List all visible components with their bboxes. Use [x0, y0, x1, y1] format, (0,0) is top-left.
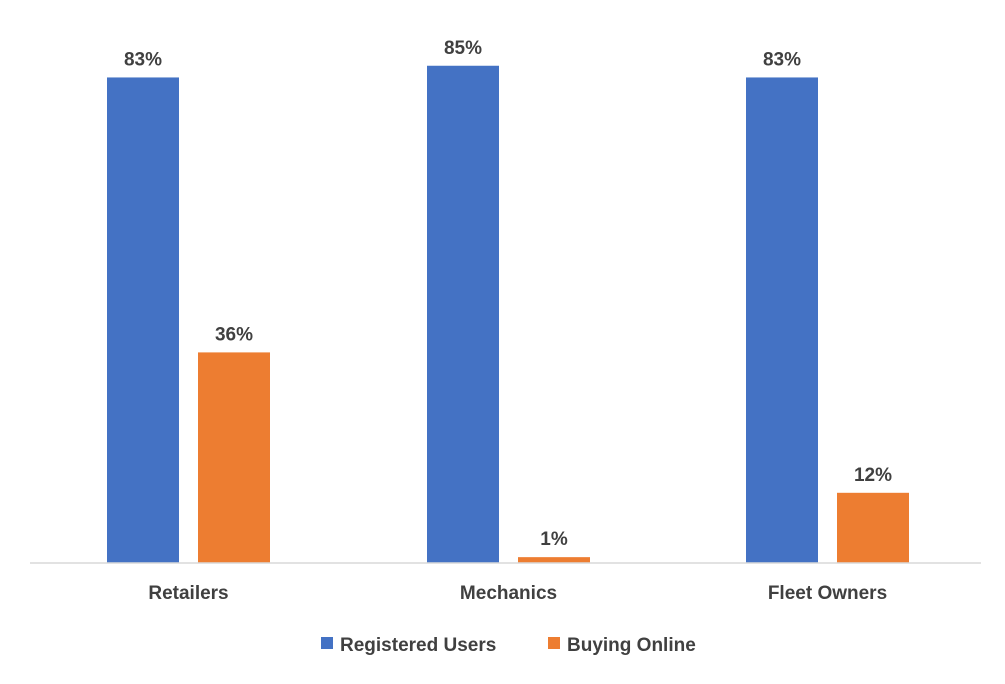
data-label-registered-users-retailers: 83% [124, 49, 162, 70]
legend-label-registered-users: Registered Users [340, 635, 496, 656]
value-labels-group: 83% 36% 85% 1% 83% 12% [124, 38, 892, 550]
bar-registered-users-fleet-owners [746, 77, 818, 563]
category-labels-group: Retailers Mechanics Fleet Owners [148, 583, 887, 604]
bar-registered-users-retailers [107, 77, 179, 563]
bar-buying-online-fleet-owners [837, 492, 909, 563]
data-label-buying-online-retailers: 36% [215, 324, 253, 345]
legend: Registered Users Buying Online [321, 635, 696, 656]
legend-swatch-buying-online [548, 637, 560, 649]
data-label-buying-online-mechanics: 1% [540, 529, 568, 550]
bars-group [107, 65, 909, 563]
bar-buying-online-retailers [198, 352, 270, 563]
category-label-retailers: Retailers [148, 583, 228, 604]
category-label-mechanics: Mechanics [460, 583, 557, 604]
data-label-registered-users-fleet-owners: 83% [763, 49, 801, 70]
category-label-fleet-owners: Fleet Owners [768, 583, 887, 604]
legend-label-buying-online: Buying Online [567, 635, 696, 656]
data-label-buying-online-fleet-owners: 12% [854, 465, 892, 486]
legend-swatch-registered-users [321, 637, 333, 649]
data-label-registered-users-mechanics: 85% [444, 38, 482, 59]
bar-registered-users-mechanics [427, 65, 499, 563]
bar-buying-online-mechanics [518, 557, 590, 563]
